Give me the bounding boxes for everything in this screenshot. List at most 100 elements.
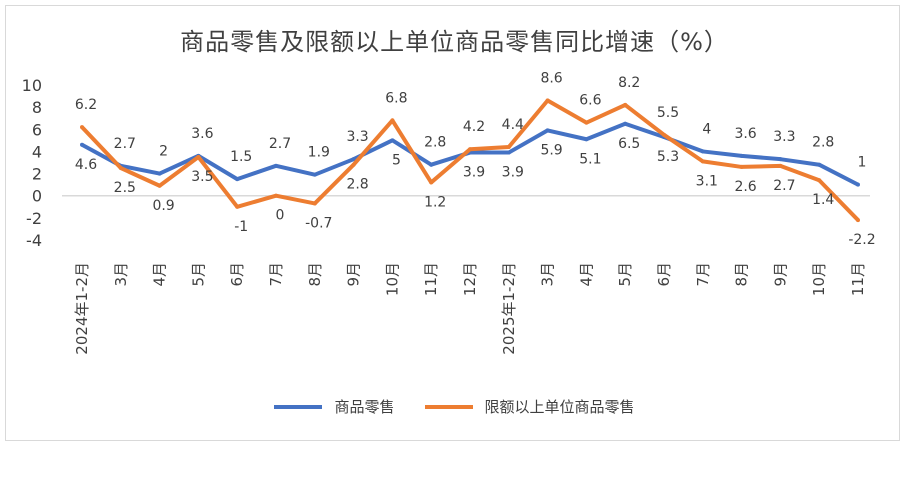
data-point	[429, 180, 434, 185]
data-label: 3.3	[346, 129, 368, 145]
chart-frame	[5, 5, 900, 441]
data-point	[274, 163, 278, 168]
data-point	[274, 193, 278, 198]
data-point	[157, 171, 162, 176]
data-point	[623, 121, 628, 126]
data-label: 1.9	[308, 145, 330, 161]
data-point	[235, 204, 240, 209]
y-tick-label: 8	[32, 98, 42, 117]
y-tick-label: 4	[32, 142, 42, 161]
data-point	[312, 172, 317, 177]
data-label: 5.1	[579, 151, 601, 167]
x-tick-label: 11月	[849, 262, 867, 296]
data-point	[817, 178, 822, 183]
x-tick-label: 5月	[616, 262, 634, 287]
x-tick-label: 2025年1-2月	[500, 262, 518, 355]
data-point	[700, 149, 705, 154]
y-tick-label: -2	[26, 209, 42, 228]
data-point	[506, 150, 511, 155]
data-point	[429, 162, 434, 167]
data-label: 5	[392, 152, 401, 168]
data-point	[545, 128, 550, 133]
y-tick-label: 2	[32, 165, 42, 184]
data-label: 5.5	[657, 105, 679, 121]
data-point	[739, 164, 744, 169]
x-tick-label: 8月	[306, 262, 324, 287]
chart-title: 商品零售及限额以上单位商品零售同比增速（%）	[180, 28, 729, 56]
data-label: 2.7	[269, 136, 291, 152]
data-label: 4.6	[75, 157, 97, 173]
data-point	[545, 98, 550, 103]
data-label: -0.7	[305, 215, 332, 231]
y-tick-label: 0	[32, 187, 42, 206]
data-point	[196, 154, 201, 159]
data-point	[700, 159, 705, 164]
data-point	[778, 157, 783, 162]
data-point	[584, 137, 589, 142]
x-tick-label: 11月	[422, 262, 440, 296]
data-point	[817, 162, 822, 167]
data-label: 2	[159, 144, 168, 160]
data-label: 3.3	[773, 129, 795, 145]
x-tick-label: 6月	[228, 262, 246, 287]
legend-swatch	[274, 404, 323, 409]
data-label: 6.5	[618, 136, 640, 152]
data-label: 2.5	[114, 180, 136, 196]
data-label: 1.2	[424, 194, 446, 210]
data-label: 4.4	[502, 117, 524, 133]
data-label: 1.5	[230, 149, 252, 165]
data-point	[506, 145, 511, 149]
data-point	[351, 157, 356, 162]
x-tick-label: 8月	[733, 262, 751, 287]
legend-label: 商品零售	[334, 398, 395, 416]
x-tick-label: 7月	[267, 262, 285, 287]
data-point	[662, 132, 666, 137]
x-tick-label: 10月	[810, 262, 828, 296]
data-label: 8.6	[540, 71, 562, 87]
data-label: 6.6	[579, 93, 601, 109]
data-point	[623, 102, 628, 107]
data-label: 6.8	[385, 90, 407, 106]
data-label: 2.8	[424, 135, 446, 151]
data-point	[157, 183, 162, 188]
data-label: 0.9	[152, 198, 174, 214]
data-point	[856, 182, 860, 187]
data-label: 1.4	[812, 192, 834, 208]
y-tick-label: 6	[32, 120, 42, 139]
data-label: 3.5	[191, 169, 213, 185]
y-tick-label: 10	[22, 76, 42, 95]
data-label: 5.9	[540, 142, 562, 158]
data-point	[778, 163, 783, 168]
x-tick-label: 3月	[112, 262, 130, 287]
data-point	[80, 142, 84, 147]
x-tick-label: 4月	[577, 262, 595, 287]
data-label: 3.9	[463, 165, 485, 181]
data-label: 6.2	[75, 97, 97, 113]
data-label: 8.2	[618, 75, 640, 91]
x-tick-label: 10月	[383, 262, 401, 296]
data-label: 2.8	[346, 177, 368, 193]
data-label: -2.2	[848, 232, 875, 248]
data-point	[468, 147, 472, 152]
data-point	[390, 118, 395, 123]
legend-item: 限额以上单位商品零售	[424, 396, 635, 417]
x-tick-label: 9月	[345, 262, 363, 287]
data-label: 5.3	[657, 149, 679, 165]
data-point	[739, 153, 744, 158]
x-tick-label: 2024年1-2月	[73, 262, 91, 355]
data-label: 4.2	[463, 119, 485, 135]
data-label: 2.7	[114, 136, 136, 152]
x-tick-label: 9月	[771, 262, 789, 287]
data-label: 3.6	[734, 126, 756, 142]
data-label: 2.7	[773, 178, 795, 194]
data-label: 2.6	[734, 179, 756, 195]
data-label: 0	[276, 208, 285, 224]
data-label: 3.1	[696, 173, 718, 189]
legend: 商品零售 限额以上单位商品零售	[0, 396, 909, 417]
data-point	[312, 201, 317, 206]
data-label: 2.8	[812, 135, 834, 151]
legend-item: 商品零售	[274, 396, 395, 417]
y-tick-label: -4	[26, 231, 42, 250]
data-label: 3.6	[191, 126, 213, 142]
